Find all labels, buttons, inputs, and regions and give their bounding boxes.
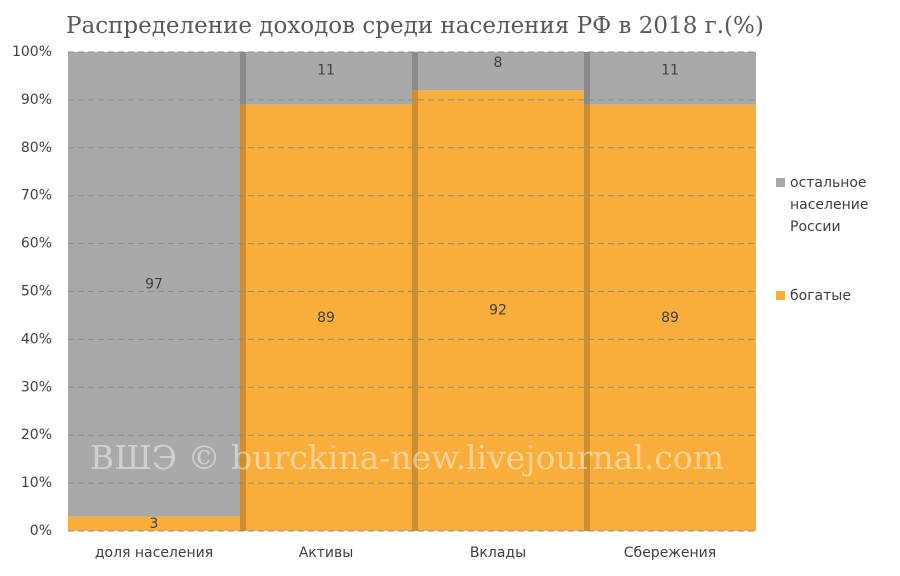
data-label: 11: [317, 62, 335, 78]
bar-segment: [68, 52, 240, 517]
bar-shadow: [584, 52, 590, 531]
y-tick-label: 20%: [21, 427, 52, 443]
data-label: 97: [145, 276, 163, 292]
watermark: ВШЭ © burckina-new.livejournal.com: [90, 438, 724, 477]
bar-segment: [412, 90, 584, 531]
y-tick-label: 40%: [21, 331, 52, 347]
data-label: 8: [494, 55, 503, 71]
bar-shadow: [412, 52, 418, 531]
y-tick-label: 60%: [21, 236, 52, 252]
bar-segment: [240, 52, 412, 105]
data-label: 92: [489, 303, 507, 319]
y-tick-label: 100%: [12, 44, 52, 60]
legend-label: богатые: [790, 288, 851, 304]
bar-segment: [584, 52, 756, 105]
legend-swatch: [776, 178, 785, 187]
x-tick-label: Активы: [299, 545, 354, 561]
x-tick-label: доля населения: [95, 545, 213, 561]
y-tick-label: 90%: [21, 92, 52, 108]
legend-swatch: [776, 291, 785, 300]
y-tick-label: 10%: [21, 475, 52, 491]
y-tick-label: 80%: [21, 140, 52, 156]
data-label: 3: [150, 516, 159, 532]
chart-title: Распределение доходов среди населения РФ…: [66, 13, 764, 39]
x-tick-label: Сбережения: [624, 545, 716, 561]
data-label: 89: [317, 310, 335, 326]
bar-segment: [412, 52, 584, 91]
data-label: 11: [661, 62, 679, 78]
data-label: 89: [661, 310, 679, 326]
y-tick-label: 0%: [30, 523, 52, 539]
bar-segment: [584, 104, 756, 531]
x-tick-label: Вклады: [470, 545, 526, 561]
legend-label: остальное население России: [790, 175, 869, 235]
y-tick-label: 70%: [21, 188, 52, 204]
bar-segment: [240, 104, 412, 531]
y-tick-label: 30%: [21, 379, 52, 395]
bar-segment: [68, 516, 240, 531]
y-tick-label: 50%: [21, 284, 52, 300]
